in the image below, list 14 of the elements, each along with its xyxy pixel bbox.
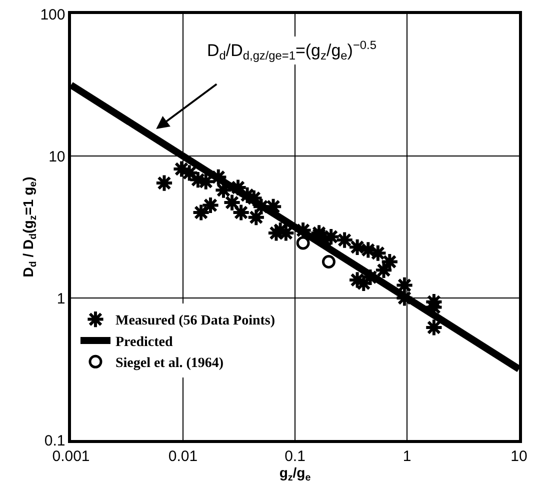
y-tick-label: 0.1 [44, 432, 66, 450]
y-tick-label: 100 [40, 6, 66, 24]
text: D$_{d}$/D$_{d,gz/ge=1}$=(g$_{z}$/g$_{e}$)$^{−0.5}$ [207, 38, 376, 63]
legend-label: Siegel et al. (1964) [115, 356, 224, 372]
y-tick-label: 1 [56, 290, 66, 308]
x-tick-label: 1 [402, 448, 412, 465]
x-axis-title: g$_{z}$/g$_{e}$ [279, 464, 312, 484]
legend-label: Measured (56 Data Points) [115, 314, 276, 329]
x-tick-label: 10 [510, 448, 528, 465]
x-tick-label: 0.001 [52, 448, 90, 465]
x-tick-label: 0.01 [168, 448, 198, 465]
legend-label: Predicted [115, 334, 173, 350]
y-tick-label: 10 [48, 148, 66, 166]
x-tick-label: 0.1 [284, 448, 306, 465]
